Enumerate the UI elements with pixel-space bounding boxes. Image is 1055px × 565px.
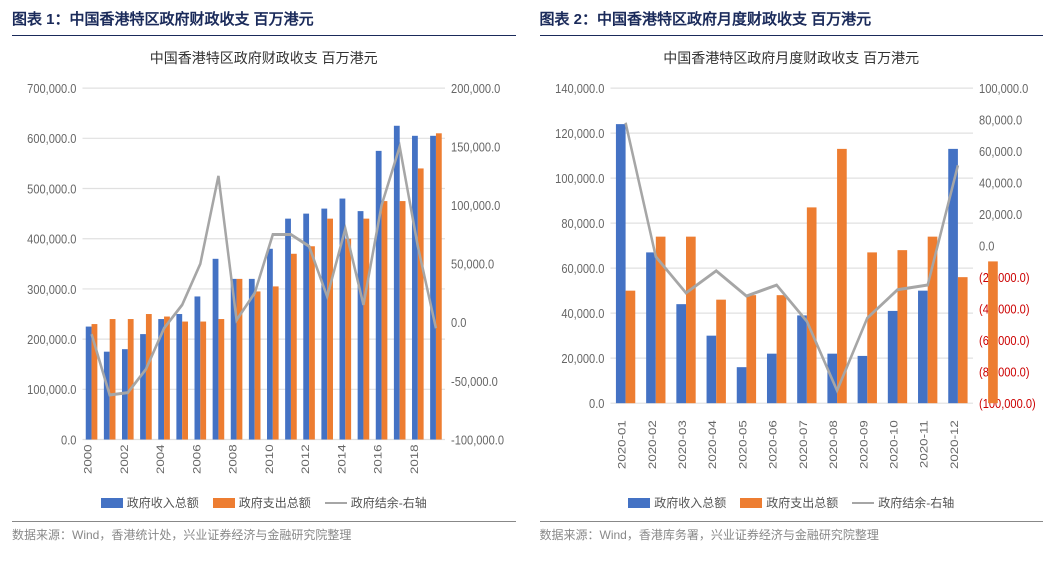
svg-text:2010: 2010 xyxy=(263,444,276,474)
legend-label: 政府收入总额 xyxy=(654,494,726,511)
svg-text:-50,000.0: -50,000.0 xyxy=(451,374,498,389)
svg-text:200,000.0: 200,000.0 xyxy=(27,332,76,347)
svg-text:140,000.0: 140,000.0 xyxy=(555,81,604,96)
svg-text:0.0: 0.0 xyxy=(979,239,995,254)
svg-text:40,000.0: 40,000.0 xyxy=(561,306,604,321)
legend-item: 政府结余-右轴 xyxy=(325,494,427,511)
svg-text:300,000.0: 300,000.0 xyxy=(27,282,76,297)
legend-label: 政府结余-右轴 xyxy=(878,494,954,511)
svg-text:60,000.0: 60,000.0 xyxy=(561,261,604,276)
svg-text:20,000.0: 20,000.0 xyxy=(979,207,1022,222)
svg-text:100,000.0: 100,000.0 xyxy=(27,382,76,397)
chart1-header: 图表 1：中国香港特区政府财政收支 百万港元 xyxy=(12,8,516,36)
chart2-title: 中国香港特区政府月度财政收支 百万港元 xyxy=(540,48,1044,68)
legend-item: 政府支出总额 xyxy=(740,494,838,511)
svg-text:-100,000.0: -100,000.0 xyxy=(451,432,504,447)
svg-text:2006: 2006 xyxy=(190,444,203,474)
legend-label: 政府收入总额 xyxy=(127,494,199,511)
legend-label: 政府支出总额 xyxy=(766,494,838,511)
svg-text:600,000.0: 600,000.0 xyxy=(27,131,76,146)
svg-text:60,000.0: 60,000.0 xyxy=(979,144,1022,159)
legend-item: 政府收入总额 xyxy=(628,494,726,511)
svg-text:(60,000.0): (60,000.0) xyxy=(979,333,1029,348)
swatch-icon xyxy=(325,502,347,504)
swatch-icon xyxy=(740,498,762,508)
svg-text:2018: 2018 xyxy=(408,444,421,474)
swatch-icon xyxy=(628,498,650,508)
chart1-plot: 0.0 100,000.0 200,000.0 300,000.0 400,000.0 5… xyxy=(12,76,516,488)
svg-text:(100,000.0): (100,000.0) xyxy=(979,396,1036,411)
chart1-title: 中国香港特区政府财政收支 百万港元 xyxy=(12,48,516,68)
svg-text:(80,000.0): (80,000.0) xyxy=(979,365,1029,380)
svg-text:700,000.0: 700,000.0 xyxy=(27,81,76,96)
swatch-icon xyxy=(213,498,235,508)
svg-text:(20,000.0): (20,000.0) xyxy=(979,270,1029,285)
svg-text:2020-12: 2020-12 xyxy=(947,420,960,469)
svg-text:500,000.0: 500,000.0 xyxy=(27,181,76,196)
svg-text:2004: 2004 xyxy=(154,444,167,474)
svg-text:50,000.0: 50,000.0 xyxy=(451,257,494,272)
svg-text:100,000.0: 100,000.0 xyxy=(979,81,1028,96)
chart2-source: 数据来源：Wind，香港库务署，兴业证券经济与金融研究院整理 xyxy=(540,521,1044,561)
svg-text:2020-02: 2020-02 xyxy=(645,420,658,469)
svg-text:2020-05: 2020-05 xyxy=(736,420,749,469)
chart1-source: 数据来源：Wind，香港统计处，兴业证券经济与金融研究院整理 xyxy=(12,521,516,561)
svg-text:200,000.0: 200,000.0 xyxy=(451,81,500,96)
svg-text:2008: 2008 xyxy=(227,444,240,474)
legend-label: 政府结余-右轴 xyxy=(351,494,427,511)
svg-text:0.0: 0.0 xyxy=(589,396,605,411)
legend-item: 政府结余-右轴 xyxy=(852,494,954,511)
svg-text:80,000.0: 80,000.0 xyxy=(979,113,1022,128)
svg-text:400,000.0: 400,000.0 xyxy=(27,232,76,247)
chart2-legend: 政府收入总额 政府支出总额 政府结余-右轴 xyxy=(540,488,1044,521)
svg-text:0.0: 0.0 xyxy=(61,432,77,447)
svg-text:2020-01: 2020-01 xyxy=(615,420,628,469)
svg-text:2014: 2014 xyxy=(335,444,348,474)
svg-text:2020-11: 2020-11 xyxy=(917,420,930,468)
svg-text:2012: 2012 xyxy=(299,444,312,474)
svg-text:2020-07: 2020-07 xyxy=(796,420,809,469)
svg-text:2020-08: 2020-08 xyxy=(827,420,840,469)
svg-text:2020-09: 2020-09 xyxy=(857,420,870,469)
svg-text:2020-06: 2020-06 xyxy=(766,420,779,469)
svg-text:(40,000.0): (40,000.0) xyxy=(979,302,1029,317)
chart2-header: 图表 2：中国香港特区政府月度财政收支 百万港元 xyxy=(540,8,1044,36)
legend-item: 政府收入总额 xyxy=(101,494,199,511)
svg-text:2020-10: 2020-10 xyxy=(887,420,900,469)
svg-text:100,000.0: 100,000.0 xyxy=(555,171,604,186)
legend-label: 政府支出总额 xyxy=(239,494,311,511)
chart1-legend: 政府收入总额 政府支出总额 政府结余-右轴 xyxy=(12,488,516,521)
svg-text:2020-03: 2020-03 xyxy=(676,420,689,469)
svg-text:0.0: 0.0 xyxy=(451,315,467,330)
svg-text:40,000.0: 40,000.0 xyxy=(979,176,1022,191)
svg-text:120,000.0: 120,000.0 xyxy=(555,126,604,141)
chart2-plot: 0.0 20,000.0 40,000.0 60,000.0 80,000.0 100,0… xyxy=(540,76,1044,488)
svg-text:150,000.0: 150,000.0 xyxy=(451,140,500,155)
swatch-icon xyxy=(101,498,123,508)
chart1-panel: 图表 1：中国香港特区政府财政收支 百万港元 中国香港特区政府财政收支 百万港元… xyxy=(0,0,528,565)
svg-text:20,000.0: 20,000.0 xyxy=(561,351,604,366)
svg-text:2016: 2016 xyxy=(372,444,385,474)
svg-text:100,000.0: 100,000.0 xyxy=(451,198,500,213)
svg-text:2020-04: 2020-04 xyxy=(706,420,719,469)
svg-text:80,000.0: 80,000.0 xyxy=(561,216,604,231)
chart2-panel: 图表 2：中国香港特区政府月度财政收支 百万港元 中国香港特区政府月度财政收支 … xyxy=(528,0,1055,565)
svg-text:2000: 2000 xyxy=(82,444,95,474)
legend-item: 政府支出总额 xyxy=(213,494,311,511)
svg-text:2002: 2002 xyxy=(118,444,131,474)
swatch-icon xyxy=(852,502,874,504)
